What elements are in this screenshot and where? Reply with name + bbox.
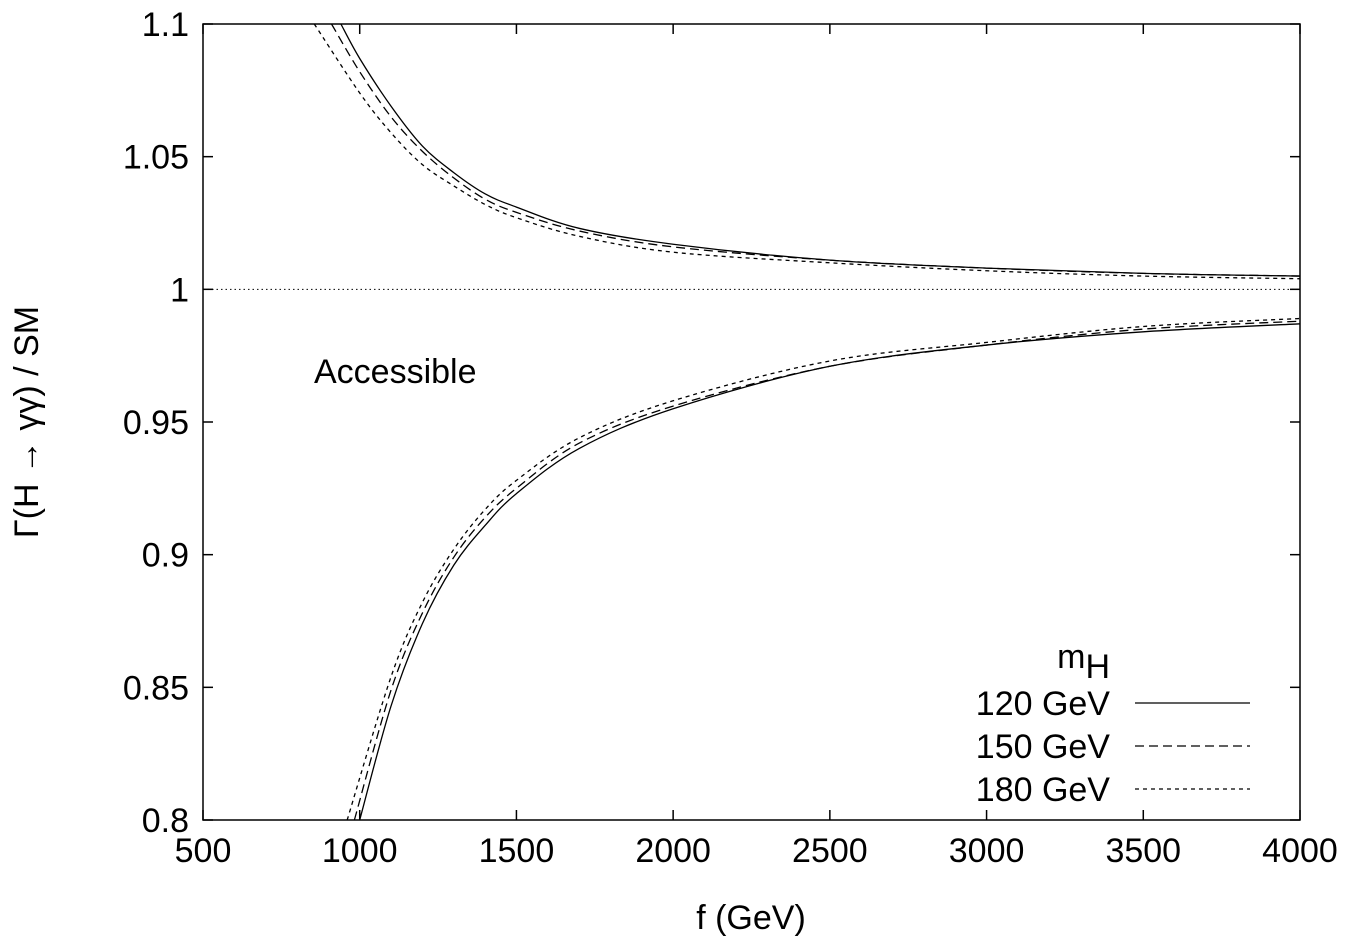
x-tick-label: 2500 (792, 832, 868, 870)
y-axis-title: Γ(H → γγ) / SM (8, 306, 46, 538)
legend-title-subscript: H (1085, 648, 1110, 686)
x-tick-label: 2000 (635, 832, 711, 870)
legend-label: 150 GeV (976, 728, 1111, 766)
legend-label: 180 GeV (976, 771, 1111, 809)
x-tick-label: 1000 (322, 832, 398, 870)
series-line-lower (359, 323, 1301, 821)
y-tick-label: 0.95 (123, 404, 189, 442)
x-tick-label: 3500 (1105, 832, 1181, 870)
x-tick-label: 3000 (949, 832, 1025, 870)
y-tick-label: 0.8 (142, 802, 189, 840)
series-line-lower (346, 317, 1301, 821)
x-ticks: 500 1000 1500 2000 2500 3000 3500 4000 (175, 24, 1338, 870)
y-tick-label: 0.85 (123, 669, 189, 707)
y-tick-label: 0.9 (142, 537, 189, 575)
series-line-lower (353, 320, 1301, 821)
series-line-upper (340, 23, 1301, 277)
legend-title-main: m (1057, 638, 1085, 676)
x-tick-label: 500 (175, 832, 232, 870)
series-line-upper (313, 23, 1301, 280)
y-tick-label: 1 (170, 271, 189, 309)
plot-area (202, 23, 1301, 821)
series-layer (313, 23, 1301, 821)
legend-title: mH (1057, 638, 1110, 686)
series-line-upper (330, 23, 1301, 277)
accessible-annotation: Accessible (314, 353, 477, 391)
y-tick-label: 1.1 (142, 6, 189, 44)
x-tick-label: 1500 (479, 832, 555, 870)
x-axis-title: f (GeV) (696, 899, 806, 937)
y-tick-label: 1.05 (123, 139, 189, 177)
legend-label: 120 GeV (976, 685, 1111, 723)
x-tick-label: 4000 (1262, 832, 1338, 870)
y-ticks: 0.8 0.85 0.9 0.95 1 1.05 1.1 (123, 6, 1300, 840)
legend: mH 120 GeV 150 GeV 180 GeV (976, 638, 1250, 809)
